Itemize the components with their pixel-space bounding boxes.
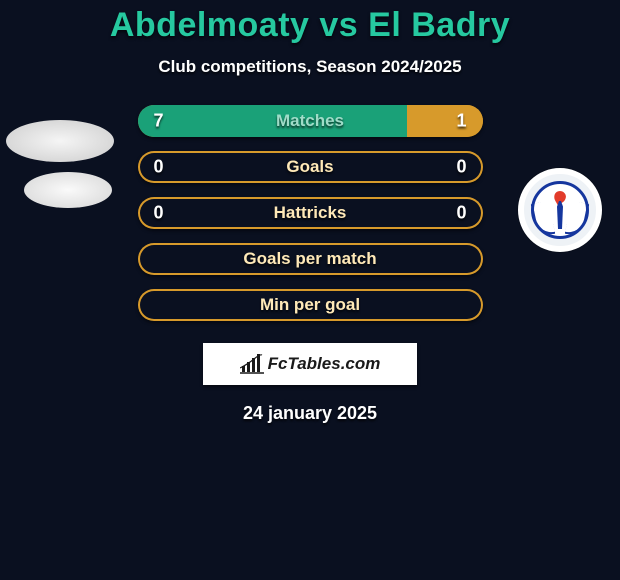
stat-label: Matches [138, 111, 483, 131]
title-vs: vs [309, 6, 368, 44]
stat-row: Matches7 1 [138, 105, 483, 137]
stat-row: Hattricks0 0 [138, 197, 483, 229]
stat-value-right: 1 [456, 111, 466, 132]
stat-row: Goals per match [138, 243, 483, 275]
stat-label: Goals per match [138, 249, 483, 269]
stat-row: Min per goal [138, 289, 483, 321]
page-title: Abdelmoaty vs El Badry [0, 6, 620, 45]
club-badge-icon [518, 168, 602, 252]
comparison-card: Abdelmoaty vs El Badry Club competitions… [0, 0, 620, 580]
ellipse-icon [24, 172, 112, 208]
stat-label: Hattricks [138, 203, 483, 223]
stat-label: Min per goal [138, 295, 483, 315]
brand-text: FcTables.com [268, 354, 381, 374]
stat-row: Goals0 0 [138, 151, 483, 183]
subtitle: Club competitions, Season 2024/2025 [0, 57, 620, 77]
stat-label: Goals [138, 157, 483, 177]
left-player-logo [6, 110, 114, 218]
right-player-logo [506, 168, 614, 276]
date: 24 january 2025 [0, 403, 620, 424]
stat-value-right: 0 [456, 157, 466, 178]
ellipse-icon [6, 120, 114, 162]
title-left: Abdelmoaty [110, 6, 310, 44]
bar-chart-icon [240, 354, 264, 374]
stat-value-left: 7 [154, 111, 164, 132]
title-right: El Badry [368, 6, 510, 44]
stat-value-right: 0 [456, 203, 466, 224]
brand-box[interactable]: FcTables.com [203, 343, 417, 385]
stat-rows: Matches71Goals00Hattricks00Goals per mat… [138, 105, 483, 321]
stat-value-left: 0 [154, 203, 164, 224]
stat-value-left: 0 [154, 157, 164, 178]
